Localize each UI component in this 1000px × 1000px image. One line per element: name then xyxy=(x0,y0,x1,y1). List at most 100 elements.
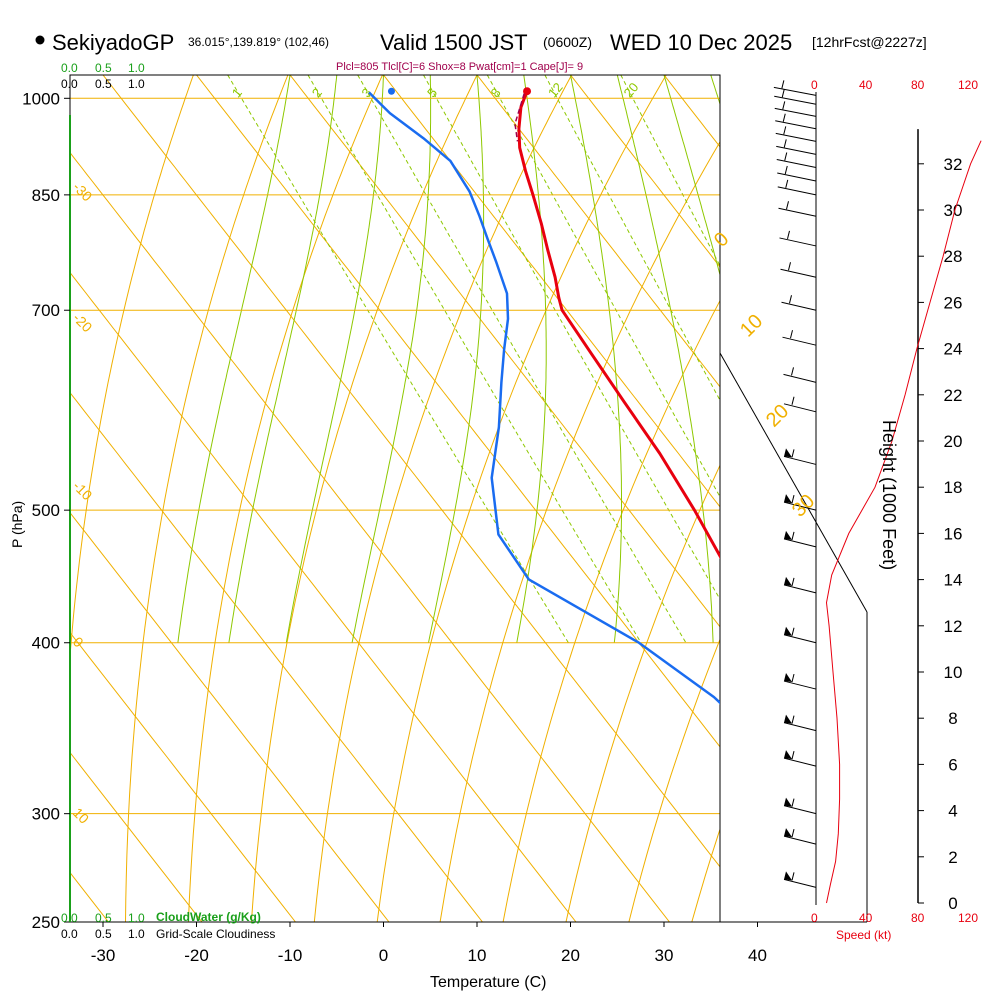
wind-barb-feather xyxy=(791,495,795,504)
speed-tick-top: 80 xyxy=(911,78,925,92)
dry-adiabat-line xyxy=(565,464,720,922)
valid-date: WED 10 Dec 2025 xyxy=(610,30,792,55)
speed-tick-top: 40 xyxy=(859,78,873,92)
dry-adiabat-line xyxy=(187,75,383,922)
wind-barb xyxy=(783,403,817,413)
wind-barb-feather xyxy=(791,396,795,405)
temperature-tick-label: -10 xyxy=(278,946,303,965)
isotherm-label: 30 xyxy=(788,490,819,521)
mixing-ratio-label: 12 xyxy=(545,80,566,101)
temperature-tick-label: -30 xyxy=(91,946,116,965)
wind-barb xyxy=(779,237,817,247)
dry-adiabat-line xyxy=(70,75,194,662)
wind-barb-flag xyxy=(784,750,792,760)
temperature-tick-label: 20 xyxy=(561,946,580,965)
moist-adiabat-line xyxy=(285,75,384,643)
wind-barb xyxy=(775,120,817,130)
height-tick-label: 30 xyxy=(944,201,963,220)
mixing-ratio-line xyxy=(486,75,720,498)
height-tick-label: 0 xyxy=(948,894,957,913)
wind-barb-feather xyxy=(782,113,786,122)
dry-adiabat-line xyxy=(125,75,289,922)
cloudwater-tick-bottom: 0.0 xyxy=(61,911,78,925)
moist-adiabat-line xyxy=(616,75,714,643)
height-axis-label: Height (1000 Feet) xyxy=(879,420,899,570)
cloudwater-label: CloudWater (g/Kg) xyxy=(156,910,261,924)
wind-barb xyxy=(783,373,817,383)
wind-barb-feather xyxy=(791,829,795,838)
dry-adiabat-line xyxy=(250,75,478,922)
temperature-profile xyxy=(517,90,720,560)
wind-barb-feather xyxy=(791,798,795,807)
pressure-tick-label: 1000 xyxy=(22,89,60,108)
wind-barb xyxy=(783,501,817,511)
moist-adiabat-line xyxy=(177,75,291,643)
wind-barb-feather xyxy=(791,872,795,881)
wind-barb xyxy=(775,132,817,142)
moist-adiabat-line xyxy=(516,75,547,643)
pressure-tick-label: 850 xyxy=(32,186,60,205)
title-bullet-icon xyxy=(35,35,45,45)
wind-barb-feather xyxy=(791,367,794,376)
speed-tick-bottom: 80 xyxy=(911,911,925,925)
wind-barb-flag xyxy=(784,714,792,724)
isotherm-line xyxy=(70,751,203,922)
wind-barb-feather xyxy=(783,139,787,148)
isotherm-line xyxy=(476,75,720,388)
isotherm-label: -10 xyxy=(70,478,96,504)
isotherm-line xyxy=(70,151,670,922)
moist-adiabat-line xyxy=(710,75,720,106)
station-coords: 36.015°,139.819° (102,46) xyxy=(188,35,329,49)
height-tick-label: 28 xyxy=(944,247,963,266)
stability-indices: Plcl=805 Tlcl[C]=6 Shox=8 Pwat[cm]=1 Cap… xyxy=(336,61,583,73)
station-name: SekiyadoGP xyxy=(52,30,174,55)
wind-barb xyxy=(781,301,817,311)
wind-barb-flag xyxy=(784,871,792,881)
dry-adiabat-line xyxy=(628,638,720,922)
isotherm-line xyxy=(196,75,720,748)
isotherm-label: 10 xyxy=(736,310,767,341)
cloudiness-tick-bottom: 0.5 xyxy=(95,927,112,941)
wind-barb xyxy=(776,145,817,155)
wind-barb-feather xyxy=(785,179,789,188)
wind-barb-feather xyxy=(784,152,788,161)
wind-barb-feather xyxy=(791,627,795,636)
height-tick-label: 14 xyxy=(944,571,963,590)
speed-tick-top: 0 xyxy=(811,78,818,92)
forecast-info: [12hrFcst@2227z] xyxy=(812,34,927,50)
cloudiness-tick-top: 1.0 xyxy=(128,77,145,91)
cloudwater-tick-bottom: 1.0 xyxy=(128,911,145,925)
valid-time: Valid 1500 JST xyxy=(380,30,528,55)
isotherm-label: 10 xyxy=(70,804,92,826)
speed-label: Speed (kt) xyxy=(836,928,891,942)
mixing-ratio-line xyxy=(423,75,720,601)
pressure-lines-layer xyxy=(70,97,720,922)
temperature-tick-label: 10 xyxy=(468,946,487,965)
surface-temperature-point xyxy=(523,87,532,96)
wind-barb-feather xyxy=(782,101,786,110)
wind-barb-feather xyxy=(789,295,792,304)
dry-adiabat-line xyxy=(439,140,720,922)
height-tick-label: 16 xyxy=(944,524,963,543)
height-tick-label: 2 xyxy=(948,848,957,867)
wind-barb-flag xyxy=(784,797,792,807)
wind-barb xyxy=(783,455,817,465)
speed-tick-top: 120 xyxy=(958,78,978,92)
speed-tick-bottom: 120 xyxy=(958,911,978,925)
x-axis-label: Temperature (C) xyxy=(430,974,546,991)
height-tick-label: 6 xyxy=(948,755,957,774)
height-tick-label: 10 xyxy=(944,663,963,682)
pressure-tick-label: 300 xyxy=(32,805,60,824)
height-tick-label: 22 xyxy=(944,386,963,405)
mixing-ratio-line xyxy=(307,75,642,643)
wind-barb-feather xyxy=(788,262,791,271)
dry-adiabat-line xyxy=(376,75,667,922)
wind-barb-flag xyxy=(784,576,792,586)
isotherm-line xyxy=(102,75,720,868)
wind-barb xyxy=(774,107,817,117)
isotherm-line xyxy=(0,75,15,922)
isotherm-label: -20 xyxy=(70,310,96,336)
isotherm-label: -30 xyxy=(70,179,96,205)
wind-barb xyxy=(776,159,817,169)
